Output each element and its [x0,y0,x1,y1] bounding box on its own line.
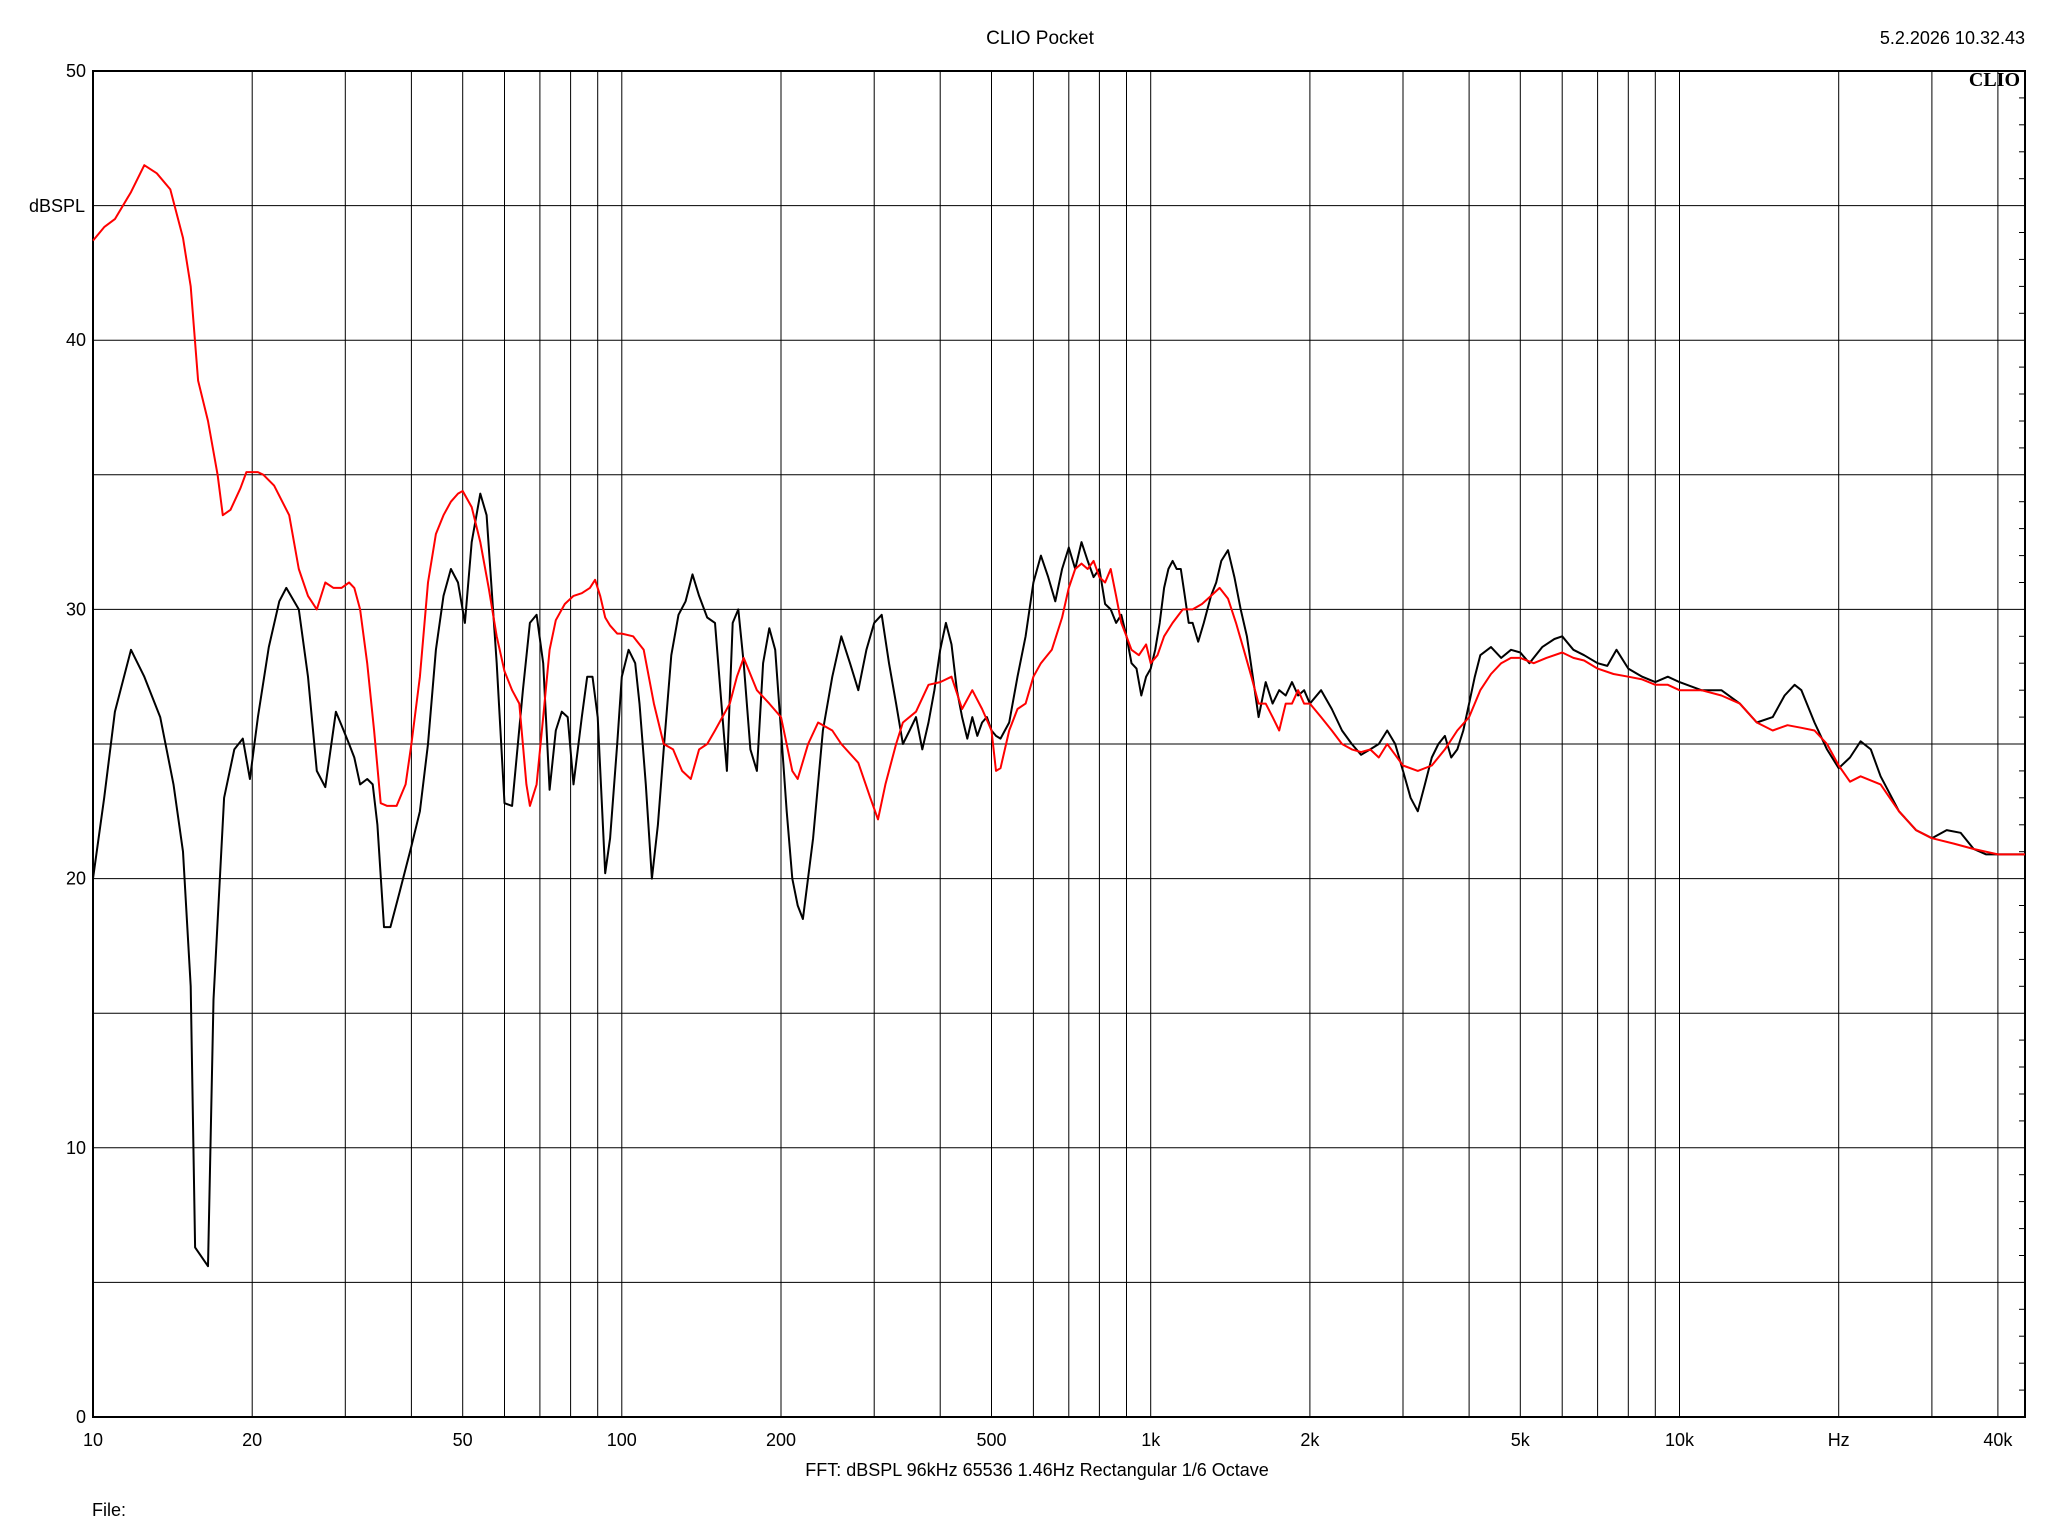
x-tick-label: 40k [1983,1430,2013,1450]
plot-grid [93,71,2025,1417]
y-tick-label: 20 [66,869,86,889]
timestamp: 5.2.2026 10.32.43 [1880,28,2025,48]
y-tick-label: 0 [76,1407,86,1427]
chart-title: CLIO Pocket [986,28,1094,49]
y-axis-label: dBSPL [29,196,85,216]
y-tick-label: 50 [66,61,86,81]
file-label: File: [92,1500,126,1520]
x-tick-label: 10 [83,1430,103,1450]
x-tick-label: 2k [1300,1430,1320,1450]
x-tick-label: 50 [453,1430,473,1450]
x-tick-labels: 10 20 50 100 200 500 1k 2k 5k 10k Hz 40k [83,1430,2013,1450]
clio-brand-logo: CLIO [1969,69,2020,91]
series-line-red [93,165,2025,854]
series-group [93,165,2025,1266]
x-tick-label: 10k [1665,1430,1695,1450]
y-tick-label: 40 [66,330,86,350]
x-tick-label: Hz [1828,1430,1850,1450]
x-tick-label: 5k [1511,1430,1531,1450]
x-tick-label: 20 [242,1430,262,1450]
fft-settings: FFT: dBSPL 96kHz 65536 1.46Hz Rectangula… [805,1460,1269,1480]
x-tick-label: 200 [766,1430,796,1450]
y-tick-label: 30 [66,599,86,619]
y-tick-label: 10 [66,1138,86,1158]
y-tick-labels: 0 10 20 30 40 50 [66,61,86,1427]
x-tick-label: 1k [1141,1430,1161,1450]
x-tick-label: 100 [607,1430,637,1450]
x-tick-label: 500 [976,1430,1006,1450]
